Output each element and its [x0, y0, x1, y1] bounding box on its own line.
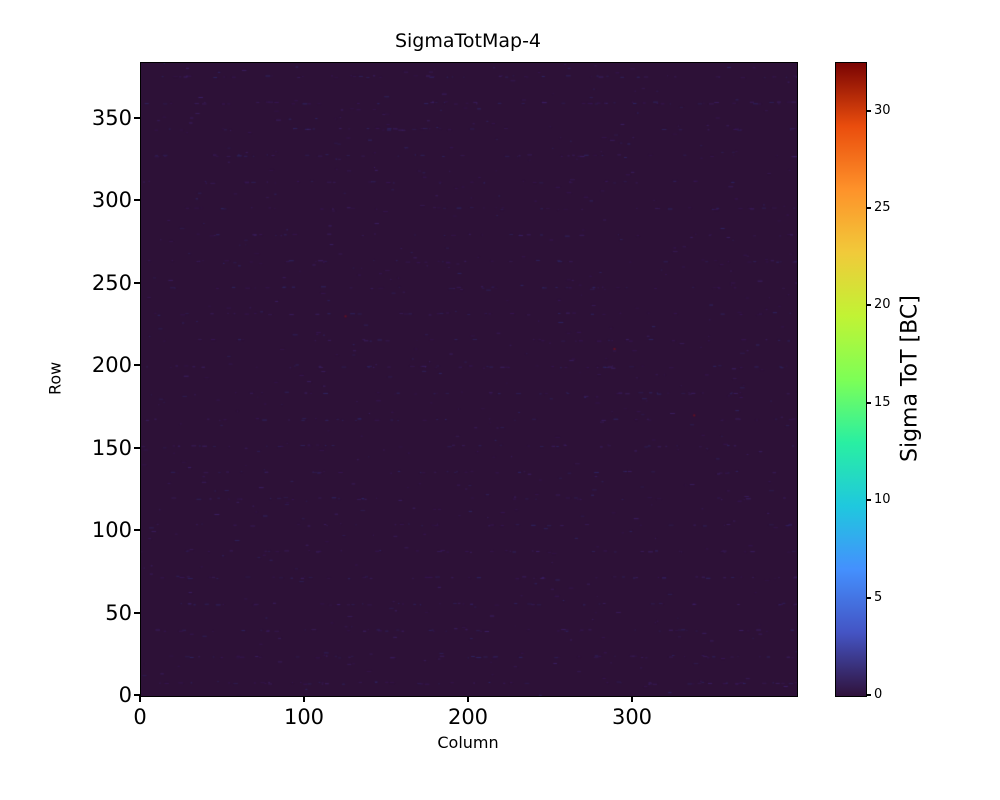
colorbar-tick-label: 30 [874, 102, 891, 118]
y-tick-label: 200 [91, 353, 132, 378]
colorbar-tick-mark [866, 401, 871, 404]
x-tick-mark [139, 696, 141, 702]
x-tick-label: 200 [447, 705, 489, 729]
x-tick-mark [303, 696, 305, 702]
x-tick-label: 0 [133, 705, 147, 729]
y-tick-mark [134, 199, 140, 202]
y-tick-mark [134, 694, 140, 696]
y-tick-label: 100 [91, 518, 132, 543]
x-tick-label: 100 [283, 705, 325, 729]
y-tick-label: 150 [91, 435, 132, 460]
y-tick-mark [134, 117, 140, 120]
heatmap-plot-area [140, 62, 798, 697]
x-tick-mark [467, 696, 469, 702]
y-tick-label: 250 [91, 270, 132, 295]
y-tick-mark [134, 446, 140, 449]
y-tick-mark [134, 364, 140, 367]
y-tick-label: 50 [105, 600, 132, 625]
y-tick-mark [134, 529, 140, 532]
x-tick-label: 300 [611, 705, 653, 729]
y-tick-label: 0 [118, 683, 132, 707]
colorbar-tick-mark [866, 596, 871, 599]
heatmap-canvas [141, 63, 797, 696]
x-axis-label: Column [437, 733, 499, 752]
colorbar-tick-mark [866, 304, 871, 307]
colorbar [835, 62, 867, 697]
colorbar-tick-mark [866, 499, 871, 502]
colorbar-tick-label: 25 [874, 200, 891, 216]
colorbar-tick-label: 5 [874, 589, 883, 605]
colorbar-tick-mark [866, 109, 871, 112]
y-tick-label: 350 [91, 106, 132, 131]
colorbar-tick-label: 20 [874, 297, 891, 313]
colorbar-tick-mark [866, 207, 871, 210]
colorbar-tick-label: 0 [874, 687, 883, 702]
y-tick-mark [134, 611, 140, 614]
x-tick-mark [631, 696, 633, 702]
y-tick-mark [134, 281, 140, 284]
colorbar-tick-label: 15 [874, 394, 891, 410]
colorbar-tick-label: 10 [874, 492, 891, 508]
colorbar-tick-mark [866, 694, 871, 696]
chart-title: SigmaTotMap-4 [394, 30, 542, 52]
y-tick-label: 300 [91, 188, 132, 213]
